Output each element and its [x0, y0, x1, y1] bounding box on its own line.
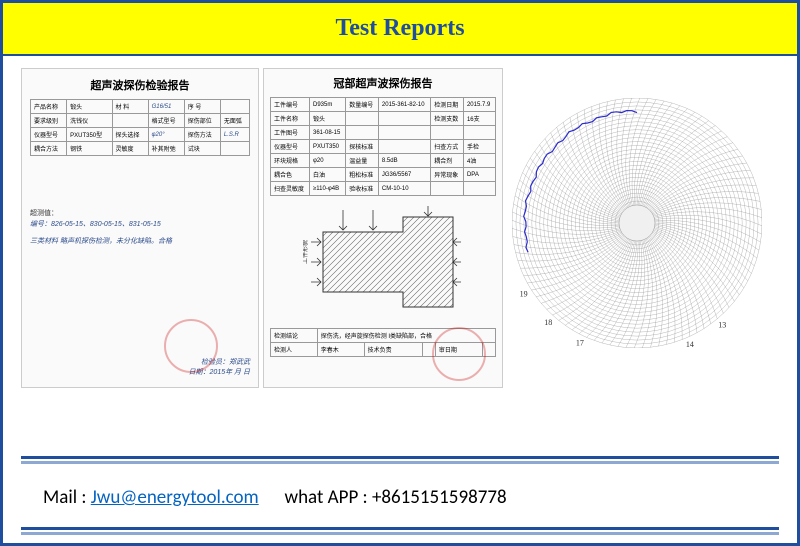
doc1-title: 超声波探伤检验报告 [30, 77, 250, 93]
reports-row: 超声波探伤检验报告 产品名称锻头材 料G16/51序 号要求级别洗钱仪格式型号探… [3, 56, 797, 448]
sig2: 日期：2015年 月 日 [30, 367, 250, 377]
doc2-table: 工件编号D935m数量编号2015-361-82-10检测日期2015.7.9工… [270, 97, 496, 196]
svg-text:17: 17 [576, 338, 584, 347]
phone: +8615151598778 [372, 486, 507, 509]
whatsapp-label: what APP : [284, 486, 371, 509]
sig1: 检验员：郑武武 [30, 357, 250, 367]
note-line1: 编号：826-05-15、830-05-15、831-05-15 [30, 219, 250, 230]
stamp-icon [164, 319, 218, 373]
banner: Test Reports [3, 3, 797, 56]
report-doc-2: 冠部超声波探伤报告 工件编号D935m数量编号2015-361-82-10检测日… [263, 68, 503, 388]
note-head: 超测值： [30, 208, 250, 219]
divider-top [21, 456, 779, 459]
gap [259, 486, 285, 509]
contact-line: Mail : Jwu@energytool.com what APP : +86… [3, 472, 797, 519]
circular-chart: 13141516171819 [512, 98, 762, 348]
svg-text:18: 18 [544, 318, 552, 327]
svg-text:19: 19 [520, 289, 528, 298]
doc1-signature: 检验员：郑武武 日期：2015年 月 日 [30, 357, 250, 377]
divider-mid [21, 461, 779, 464]
mail-link[interactable]: Jwu@energytool.com [91, 486, 259, 509]
stamp-icon [432, 327, 486, 381]
report-doc-1: 超声波探伤检验报告 产品名称锻头材 料G16/51序 号要求级别洗钱仪格式型号探… [21, 68, 259, 388]
doc1-table: 产品名称锻头材 料G16/51序 号要求级别洗钱仪格式型号探伤部位无面弧仪器型号… [30, 99, 250, 156]
svg-text:13: 13 [718, 321, 726, 330]
mail-label: Mail : [43, 486, 91, 509]
page-title: Test Reports [3, 15, 797, 42]
note-line2: 三类材料 略声机探伤检测，未分化缺陷。合格 [30, 236, 250, 247]
doc2-shape-diagram: 工件形貌 [303, 202, 463, 322]
doc2-title: 冠部超声波探伤报告 [270, 75, 496, 91]
shape-label-left: 工件形貌 [303, 240, 309, 264]
divider-bottom2 [21, 532, 779, 535]
svg-text:14: 14 [686, 340, 694, 348]
doc1-notes: 超测值： 编号：826-05-15、830-05-15、831-05-15 三类… [30, 208, 250, 248]
divider-bottom1 [21, 527, 779, 530]
report-doc-3: 13141516171819 [507, 68, 767, 388]
